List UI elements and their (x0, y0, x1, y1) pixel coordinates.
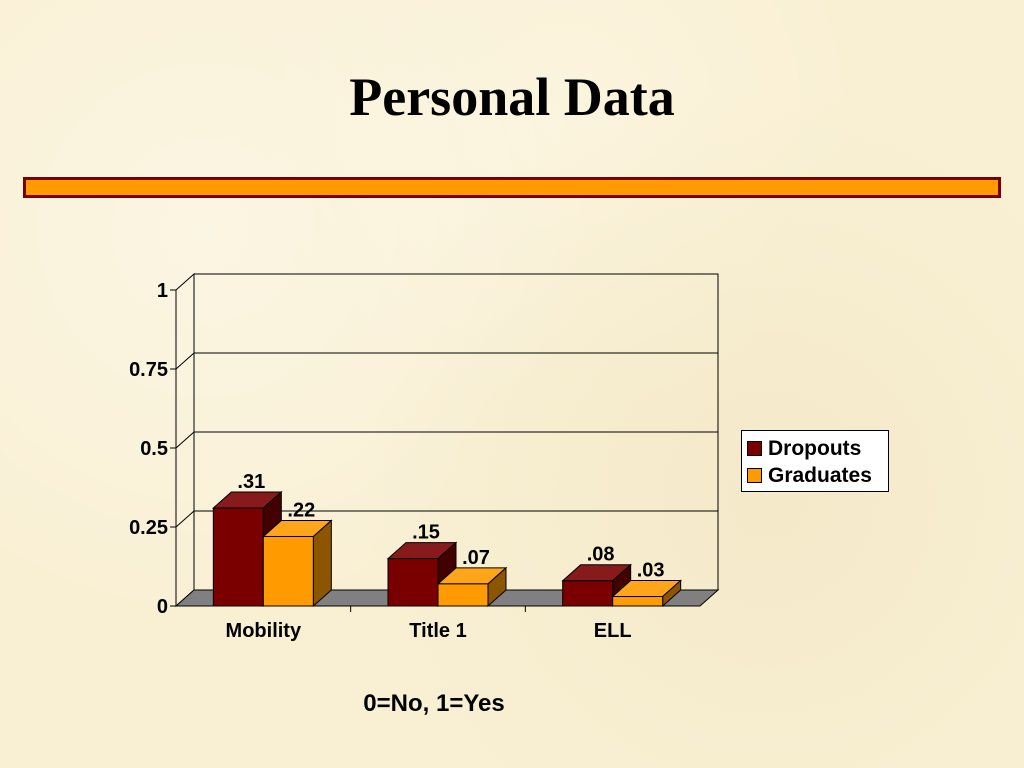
data-label: .03 (637, 560, 665, 582)
data-label: .15 (412, 522, 440, 544)
data-label: .22 (287, 499, 315, 521)
y-tick-label: 0.25 (129, 517, 168, 539)
bar-front (262, 535, 314, 607)
bar-front (387, 558, 439, 607)
gridline (175, 431, 718, 449)
bar (262, 519, 333, 608)
legend-label-graduates: Graduates (768, 463, 872, 487)
legend-label-dropouts: Dropouts (768, 436, 862, 460)
legend-swatch-dropouts (747, 441, 762, 456)
gridline (175, 510, 718, 528)
legend-item-dropouts: Dropouts (747, 435, 883, 462)
bar-front (612, 596, 664, 607)
chart-gridlines (175, 352, 718, 528)
chart-labels: Mobility .31 .22 Title 1 .15 .07 ELL .08 .03 (226, 471, 665, 642)
gridline (175, 352, 718, 370)
x-category-label: ELL (594, 620, 632, 642)
x-category-label: Title 1 (409, 620, 466, 642)
bar (611, 579, 682, 608)
y-tick-label: 1 (157, 280, 168, 302)
data-label: .07 (462, 547, 490, 569)
bar-front (562, 580, 614, 607)
chart-legend: Dropouts Graduates (741, 430, 889, 492)
axis-footnote: 0=No, 1=Yes (363, 690, 505, 717)
x-category-label: Mobility (226, 620, 302, 642)
bar-front (437, 583, 489, 607)
y-tick-label: 0.75 (129, 359, 168, 381)
legend-item-graduates: Graduates (747, 462, 883, 489)
bar (436, 566, 508, 608)
legend-swatch-graduates (747, 468, 762, 483)
bar-front (212, 507, 264, 607)
slide-title: Personal Data (349, 67, 675, 127)
data-label: .31 (237, 471, 265, 493)
title-rule (23, 177, 1001, 198)
data-label: .08 (587, 544, 615, 566)
chart-bars (212, 490, 682, 608)
y-tick-label: 0 (157, 596, 168, 618)
y-tick-label: 0.5 (140, 438, 168, 460)
